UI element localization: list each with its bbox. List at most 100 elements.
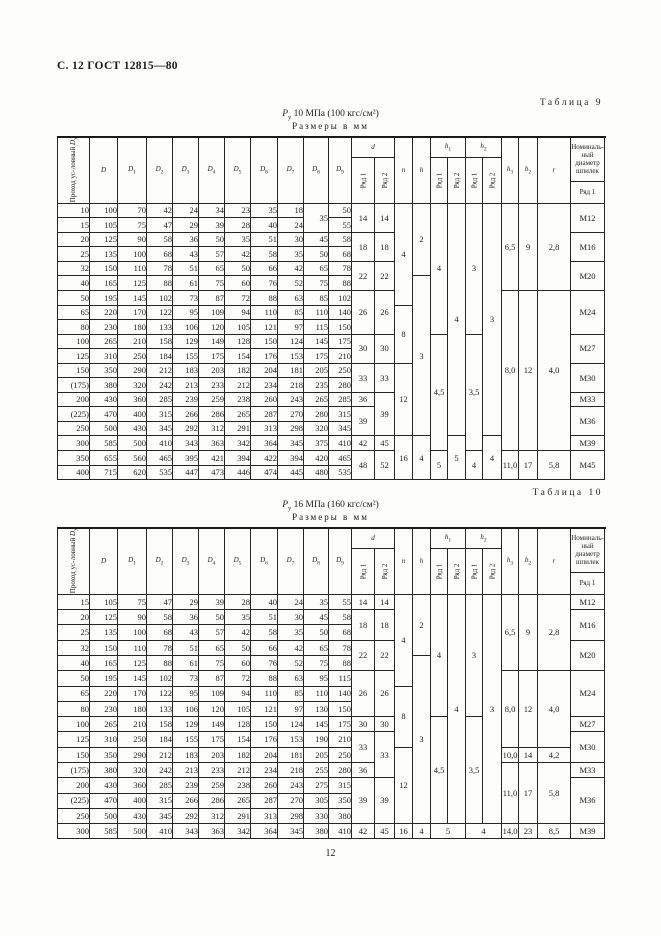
cell-D4: 87	[198, 670, 225, 687]
cell-h1r1: 4	[430, 202, 448, 335]
dim-symbol: h	[444, 532, 449, 541]
cell-D: 500	[89, 807, 118, 825]
cell-D5: 238	[224, 777, 251, 794]
cell-dy: 300	[57, 435, 90, 452]
cell-D1: 110	[117, 260, 147, 277]
dim-symbol: D	[233, 556, 239, 565]
col-header-b2: b2	[518, 136, 538, 204]
cell-h1r1: 4,5	[430, 333, 448, 452]
cell-D4: 233	[198, 761, 225, 779]
cell-D4: 57	[198, 246, 225, 262]
studs-label-line: ный диаметр	[575, 151, 600, 168]
cell-h2r1: 3	[465, 202, 483, 335]
cell-d1: 33	[351, 362, 375, 393]
cell-D9: 285	[328, 391, 352, 408]
cell-D2: 78	[146, 639, 173, 656]
cell-D: 230	[89, 319, 118, 335]
pressure-value: 16 МПа (160 кгс/см²)	[293, 500, 379, 510]
dim-subscript: 6	[265, 560, 268, 567]
cell-D9: 140	[328, 304, 352, 321]
cell-D2: 133	[146, 700, 173, 718]
cell-D6: 121	[250, 319, 278, 335]
cell-dy: 200	[57, 777, 90, 794]
cell-dy: 65	[57, 304, 90, 321]
cell-r: 8,5	[537, 823, 571, 840]
cell-D6: 58	[250, 624, 278, 641]
cell-D: 220	[89, 685, 118, 702]
cell-D5: 182	[224, 746, 251, 764]
dim-symbol: D	[312, 165, 318, 174]
cell-m1: М24	[570, 290, 605, 335]
table-row: 300 585 500 410 343 363 342 364 345 380 410 42 45 16 4…	[57, 823, 605, 840]
cell-D9: 210	[328, 731, 352, 748]
cell-D5: 238	[224, 391, 251, 408]
cell-D3: 292	[172, 420, 199, 437]
cell-D8: 95	[303, 670, 329, 687]
cell-D5: 154	[224, 731, 251, 748]
studs-ryad1: Ряд 1	[570, 571, 605, 595]
cell-n: 8	[394, 685, 413, 748]
cell-h: 3	[412, 275, 431, 437]
cell-D8: 255	[303, 761, 329, 779]
cell-D9: 350	[328, 792, 352, 809]
col-header-D: D5	[224, 527, 251, 595]
table-10: Проход ус-ловный Dу D D1 D2 D3 D4 D5 D6 D7 D8 D9 d n…	[57, 527, 605, 840]
cell-D1: 110	[117, 639, 147, 656]
dim-symbol: h	[480, 141, 484, 150]
cell-D2: 68	[146, 624, 173, 641]
cell-D: 470	[89, 792, 118, 809]
cell-D6: 35	[250, 202, 278, 219]
cell-D7: 24	[277, 217, 304, 233]
cell-h2r2: 3	[482, 202, 502, 437]
cell-D1: 400	[117, 406, 147, 422]
table10-caption: Таблица 10	[532, 488, 603, 498]
cell-D1: 145	[117, 670, 147, 687]
cell-m1: М12	[570, 593, 605, 611]
cell-D8: 205	[303, 362, 329, 379]
cell-dy: 100	[57, 716, 90, 733]
cell-D2: 122	[146, 685, 173, 702]
cell-D2: 88	[146, 654, 173, 672]
cell-D: 430	[89, 777, 118, 794]
cell-D1: 125	[117, 275, 147, 292]
cell-h2r1: 4	[465, 823, 502, 840]
dim-symbol: d	[371, 143, 375, 152]
cell-D1: 170	[117, 304, 147, 321]
cell-D9: 68	[328, 624, 352, 641]
table-row: 3215011078516550664265782222М20М20	[57, 639, 605, 672]
dim-symbol: D	[233, 165, 239, 174]
cell-D7: 24	[277, 593, 304, 611]
cell-D9: 55	[328, 593, 352, 611]
cell-dy: 50	[57, 290, 90, 306]
cell-D1: 620	[117, 464, 147, 481]
cell-D8: 190	[303, 731, 329, 748]
cell-D9: 78	[328, 260, 352, 277]
cell-d1: 48	[351, 450, 375, 481]
studs-label-line: шпилек	[576, 558, 599, 567]
cell-D: 195	[89, 290, 118, 306]
cell-D9: 380	[328, 807, 352, 825]
cell-D8: 50	[303, 246, 329, 262]
page-number: 12	[325, 848, 336, 859]
cell-D1: 170	[117, 685, 147, 702]
cell-b2: 9	[518, 202, 538, 292]
cell-D2: 47	[146, 593, 173, 611]
cell-b2: 23	[518, 823, 538, 840]
cell-D3: 43	[172, 246, 199, 262]
cell-D2: 410	[146, 435, 173, 452]
cell-D6: 204	[250, 362, 278, 379]
cell-h2r1: 3,5	[465, 333, 483, 452]
cell-D1: 500	[117, 823, 147, 840]
cell-d1: 26	[351, 670, 375, 718]
col-header-studs-group: Номиналь-ный диаметр шпилек	[570, 136, 605, 182]
cell-D: 265	[89, 716, 118, 733]
cell-D5: 94	[224, 685, 251, 702]
dim-symbol: D	[128, 165, 134, 174]
col-header-D: D4	[198, 527, 225, 595]
cell-dy: (175)	[57, 761, 90, 779]
dim-subscript: 8	[317, 560, 320, 567]
cell-D6: 364	[250, 823, 278, 840]
cell-D5: 50	[224, 639, 251, 656]
